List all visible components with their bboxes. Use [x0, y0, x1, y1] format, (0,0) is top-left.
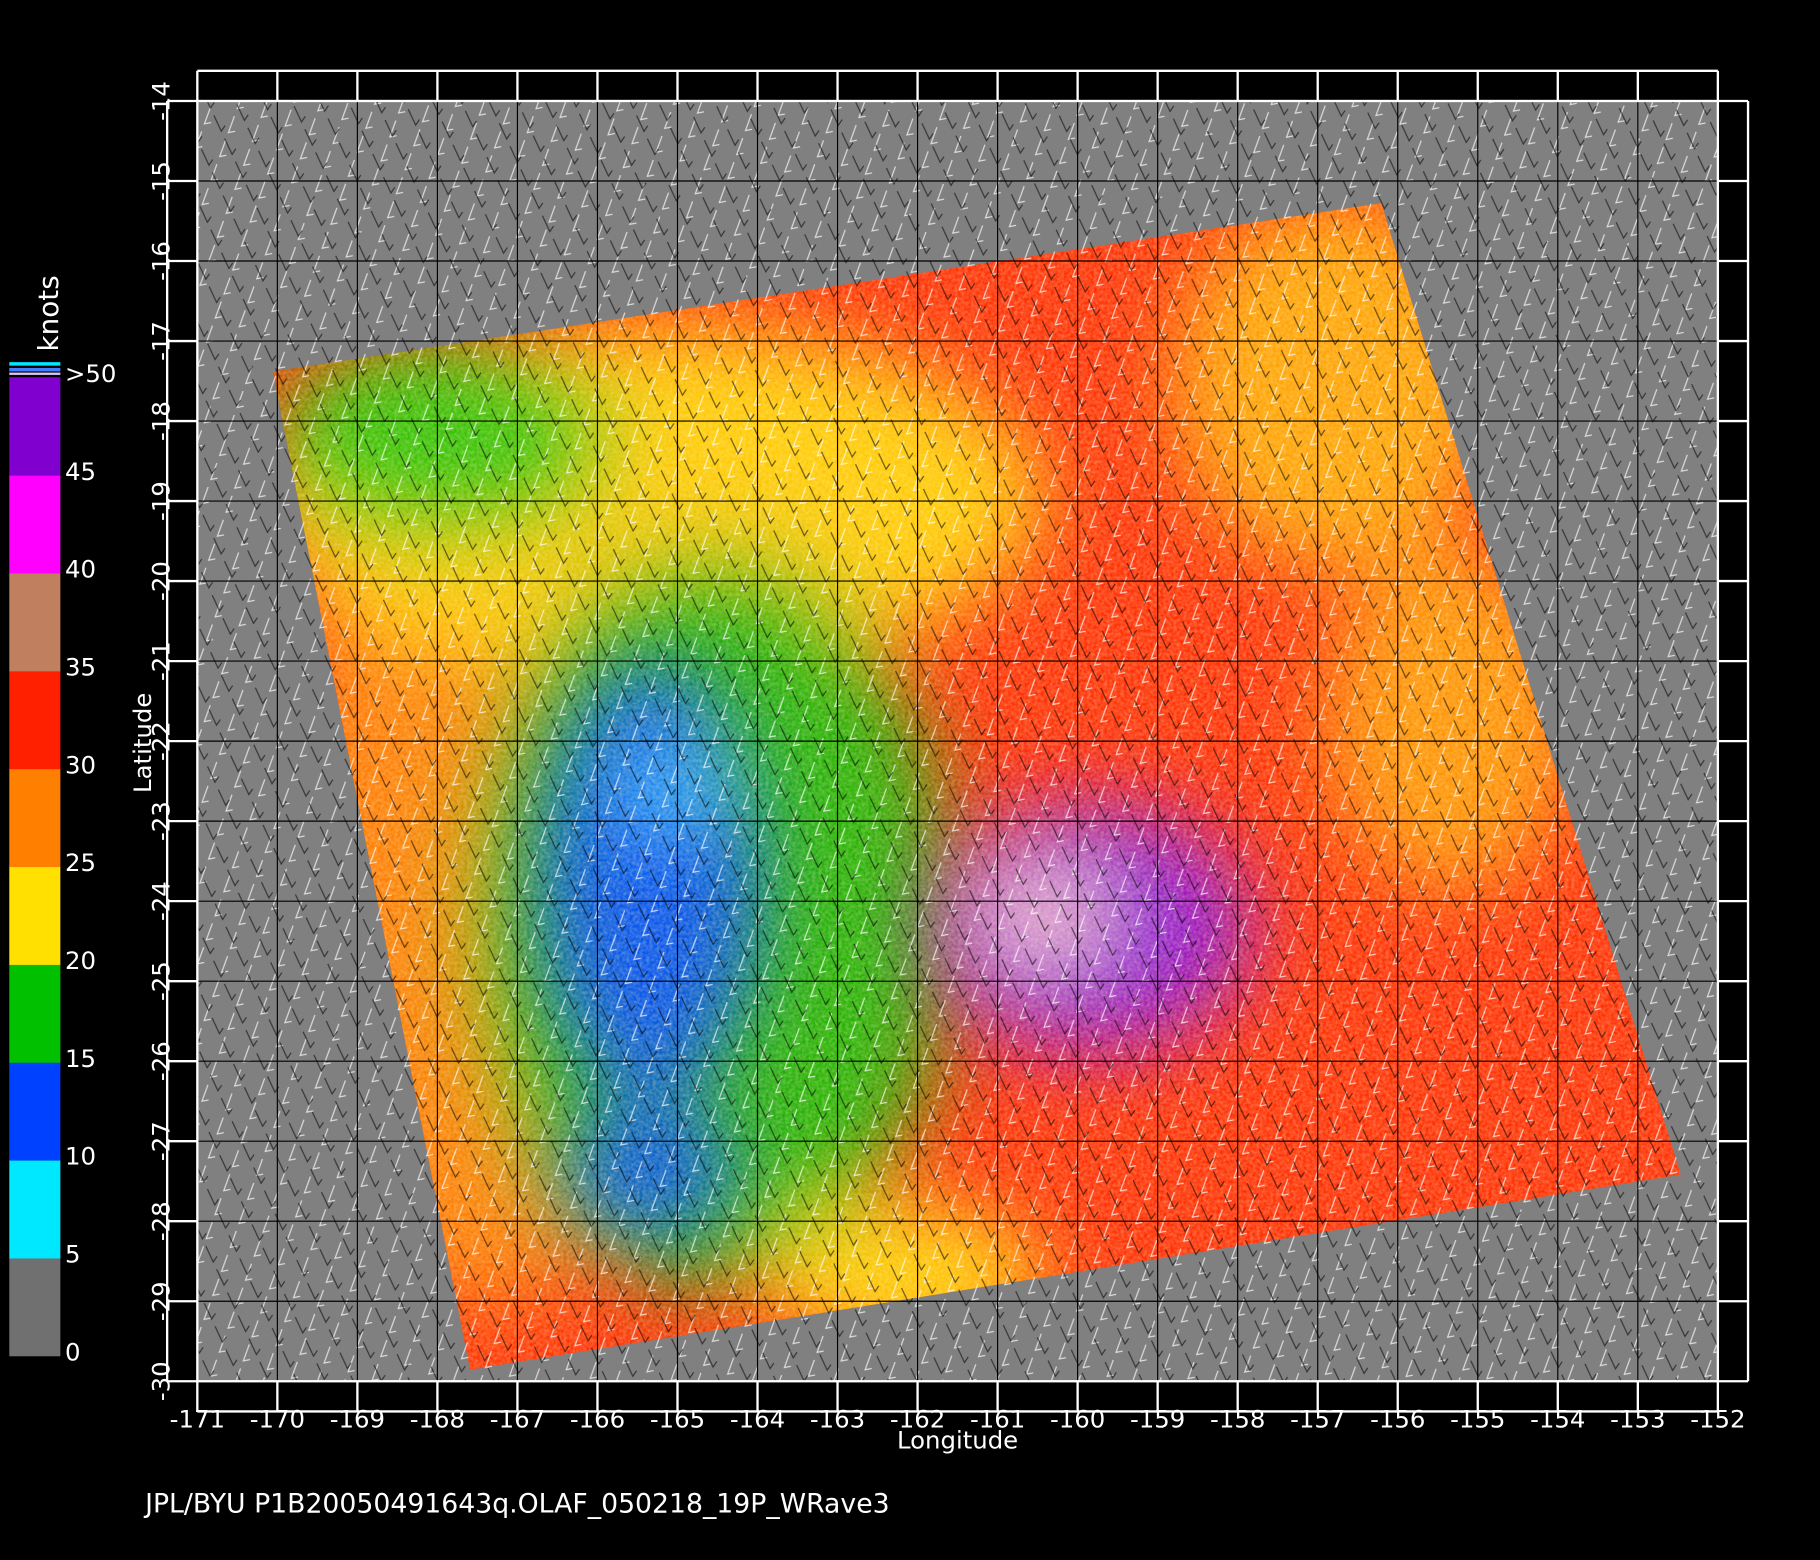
plot-frame — [196, 99, 1720, 1383]
x-tick-label: -154 — [1530, 1405, 1585, 1434]
x-tick-label: -169 — [330, 1405, 385, 1434]
colorbar-segment — [9, 475, 61, 574]
colorbar-segment — [9, 1257, 61, 1357]
x-tick-label: -158 — [1210, 1405, 1265, 1434]
colorbar-label: 10 — [65, 1142, 96, 1171]
x-tick-label: -168 — [410, 1405, 465, 1434]
colorbar-cap — [9, 367, 61, 372]
x-tick-label: -166 — [570, 1405, 625, 1434]
colorbar-label: 0 — [65, 1337, 81, 1366]
colorbar-label: 40 — [65, 555, 96, 584]
y-tick-label: -29 — [147, 1281, 176, 1321]
x-tick-label: -155 — [1450, 1405, 1505, 1434]
y-tick-label: -20 — [147, 561, 176, 601]
colorbar-label: >50 — [65, 359, 116, 388]
x-tick-label: -152 — [1690, 1405, 1745, 1434]
x-tick-label: -171 — [170, 1405, 225, 1434]
y-tick-label: -23 — [147, 801, 176, 841]
colorbar-segment — [9, 670, 61, 770]
x-tick-label: -157 — [1290, 1405, 1345, 1434]
x-tick-label: -170 — [250, 1405, 305, 1434]
colorbar-cap — [9, 362, 61, 366]
colorbar-segment — [9, 866, 61, 965]
x-tick-label: -160 — [1050, 1405, 1105, 1434]
colorbar-cap — [9, 372, 61, 375]
y-tick-label: -26 — [147, 1041, 176, 1081]
y-tick-label: -18 — [147, 401, 176, 441]
y-tick-label: -15 — [147, 161, 176, 201]
y-tick-label: -17 — [147, 321, 176, 361]
y-tick-label: -25 — [147, 961, 176, 1001]
x-tick-label: -167 — [490, 1405, 545, 1434]
y-tick-label: -27 — [147, 1121, 176, 1161]
y-tick-label: -24 — [147, 881, 176, 921]
x-tick-label: -153 — [1610, 1405, 1665, 1434]
colorbar-label: 5 — [65, 1240, 81, 1269]
colorbar-label: 35 — [65, 652, 96, 681]
colorbar-label: 15 — [65, 1044, 96, 1073]
y-tick-label: -21 — [147, 641, 176, 681]
colorbar-segment — [9, 964, 61, 1063]
colorbar-segment — [9, 1062, 61, 1161]
colorbar-label: 30 — [65, 750, 96, 779]
x-tick-label: -164 — [730, 1405, 785, 1434]
colorbar-segment — [9, 1160, 61, 1259]
y-tick-label: -30 — [147, 1361, 176, 1401]
y-tick-label: -16 — [147, 241, 176, 281]
x-tick-label: -161 — [970, 1405, 1025, 1434]
colorbar-segment — [9, 377, 61, 476]
y-tick-label: -22 — [147, 721, 176, 761]
x-tick-label: -165 — [650, 1405, 705, 1434]
x-tick-label: -159 — [1130, 1405, 1185, 1434]
x-axis-label: Longitude — [897, 1426, 1018, 1455]
y-axis-label: Latitude — [128, 693, 157, 793]
x-tick-label: -156 — [1370, 1405, 1425, 1434]
colorbar-label: 20 — [65, 946, 96, 975]
colorbar-segment — [9, 768, 61, 868]
colorbar-segment — [9, 572, 61, 672]
x-tick-label: -162 — [890, 1405, 945, 1434]
y-tick-label: -14 — [147, 81, 176, 121]
y-tick-label: -28 — [147, 1201, 176, 1241]
footer: JPL/BYU P1B20050491643q.OLAF_050218_19P_… — [143, 1488, 890, 1519]
colorbar-label: 45 — [65, 457, 96, 486]
colorbar-label: 25 — [65, 848, 96, 877]
x-tick-label: -163 — [810, 1405, 865, 1434]
y-tick-label: -19 — [147, 481, 176, 521]
colorbar-title: knots — [32, 275, 65, 351]
